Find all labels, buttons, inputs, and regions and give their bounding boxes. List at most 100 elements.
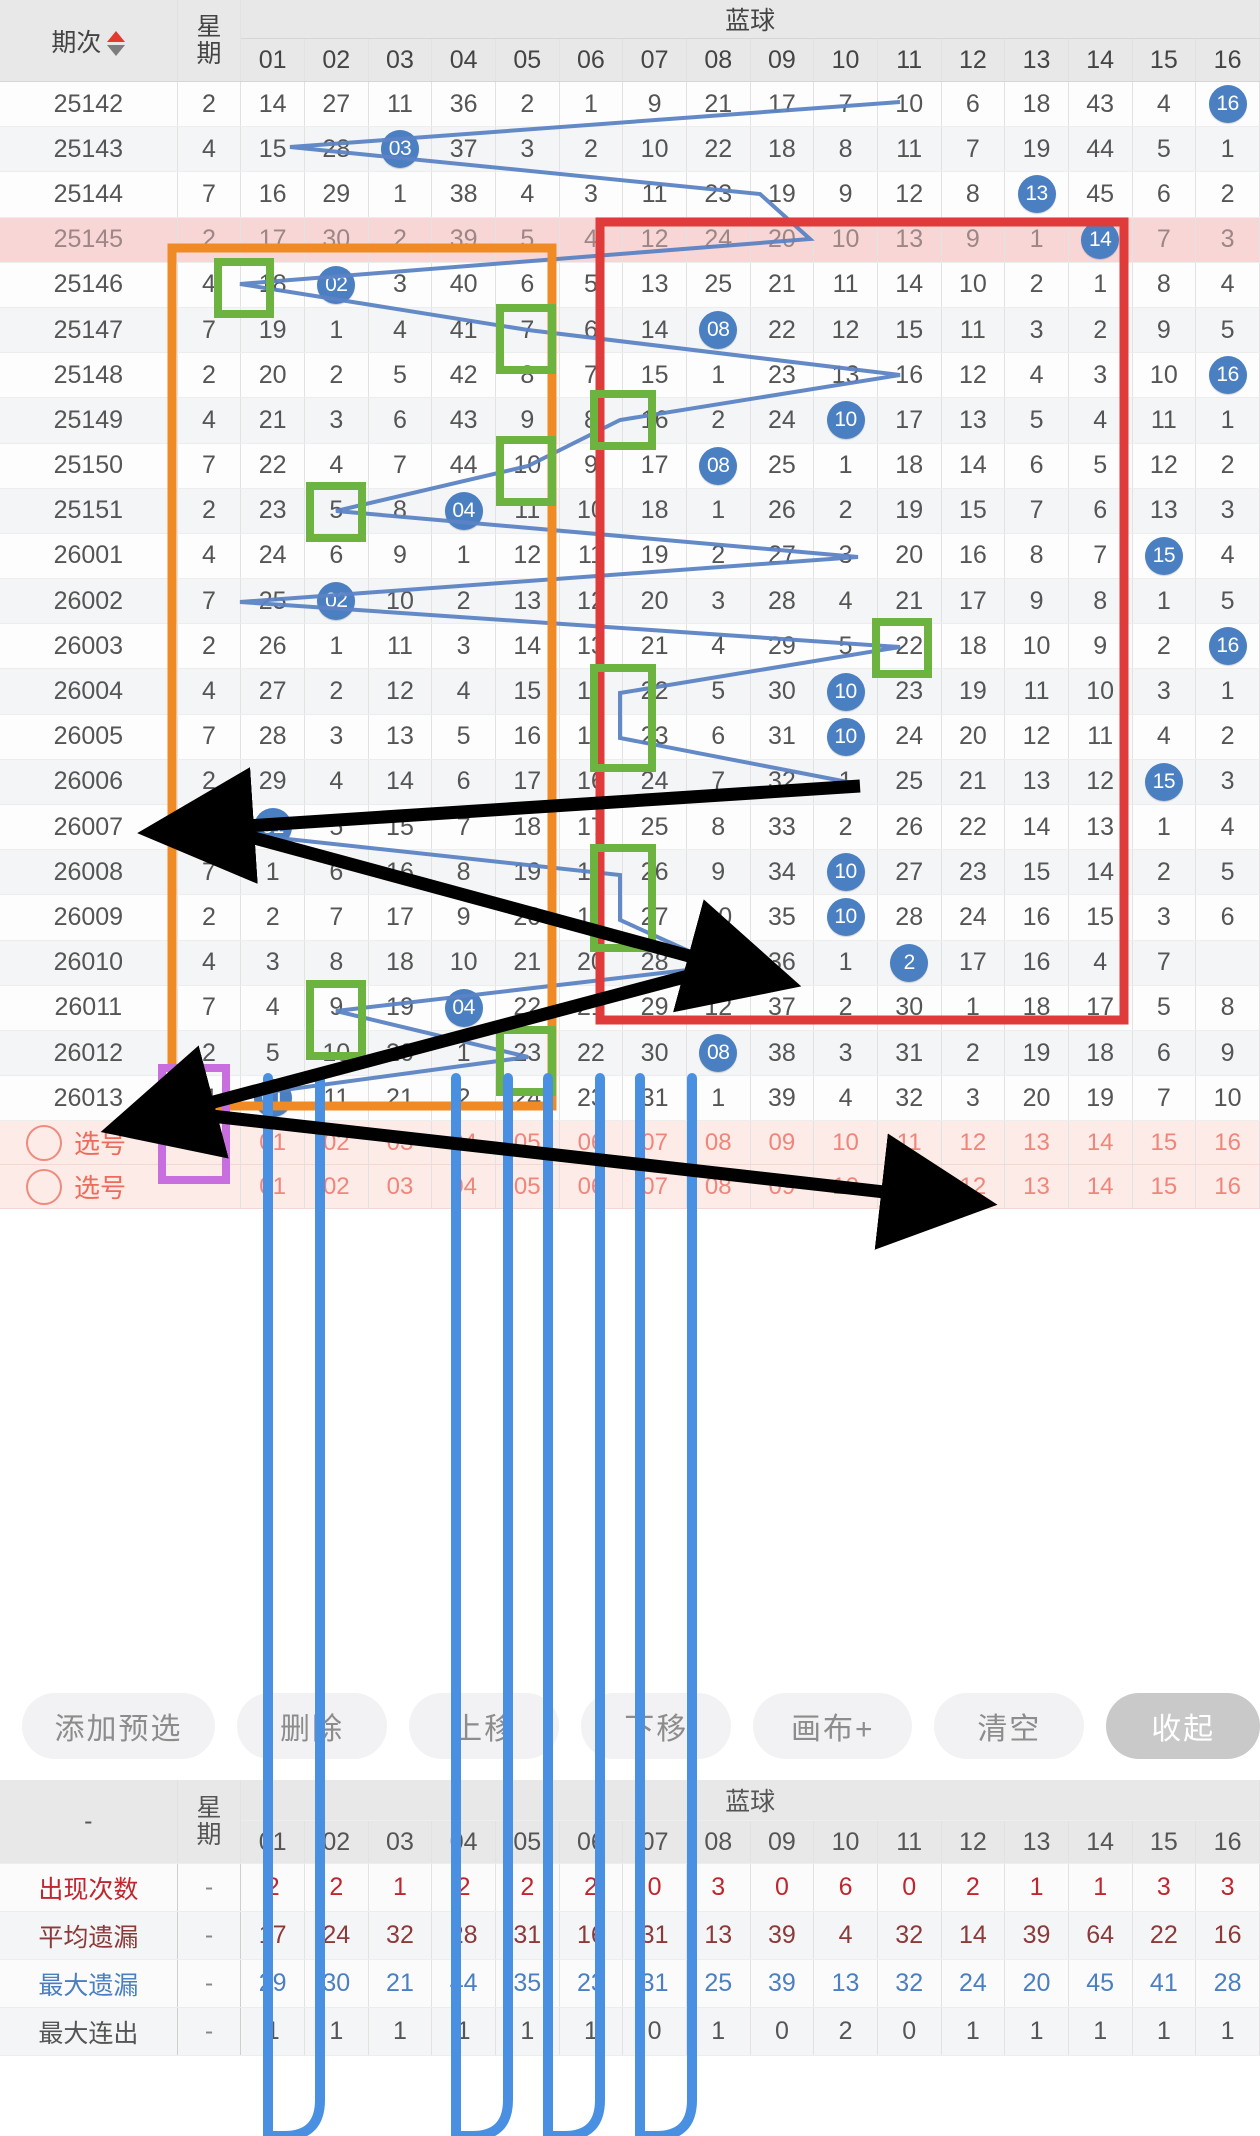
number-cell[interactable]: 13 bbox=[1132, 488, 1197, 534]
number-cell[interactable]: 3 bbox=[1195, 217, 1260, 263]
drawn-number-ball[interactable]: 16 bbox=[1208, 627, 1247, 666]
number-cell[interactable]: 29 bbox=[622, 985, 687, 1031]
number-cell[interactable]: 3 bbox=[368, 262, 433, 308]
number-cell[interactable]: 9 bbox=[686, 849, 751, 896]
number-cell[interactable]: 3 bbox=[813, 533, 878, 580]
table-row[interactable]: 26011 7 4 9 19 04 22 21 29 12 37 2 30 1 18 17 5 8 bbox=[0, 985, 1260, 1031]
number-cell[interactable]: 1 bbox=[1195, 397, 1260, 444]
issue-cell[interactable]: 25150 bbox=[0, 443, 178, 489]
drawn-number-ball[interactable]: 10 bbox=[826, 853, 865, 892]
number-cell[interactable]: 15 bbox=[495, 668, 560, 715]
pick-number-cell[interactable]: 15 bbox=[1132, 1120, 1197, 1166]
number-cell[interactable]: 18 bbox=[495, 804, 560, 851]
pick-row-label-cell[interactable]: 选号 bbox=[0, 1164, 242, 1210]
number-cell[interactable]: 8 bbox=[1004, 533, 1069, 580]
column-header-12[interactable]: 12 bbox=[941, 38, 1006, 82]
number-cell-ball[interactable]: 14 bbox=[1068, 217, 1133, 263]
table-row[interactable]: 25150 7 22 4 7 44 10 9 17 08 25 1 18 14 6 5 12 2 bbox=[0, 443, 1260, 489]
number-cell[interactable]: 13 bbox=[559, 623, 624, 670]
number-cell[interactable]: 16 bbox=[368, 849, 433, 896]
number-cell[interactable]: 25 bbox=[622, 804, 687, 851]
number-cell[interactable]: 5 bbox=[495, 217, 560, 263]
number-cell[interactable]: 21 bbox=[686, 81, 751, 128]
number-cell[interactable]: 18 bbox=[1004, 81, 1069, 128]
number-cell[interactable]: 1 bbox=[941, 985, 1006, 1031]
number-cell[interactable]: 3 bbox=[941, 1075, 1006, 1122]
number-cell[interactable]: 2 bbox=[1195, 443, 1260, 489]
number-cell-ball[interactable]: 04 bbox=[431, 488, 496, 534]
pick-number-cell[interactable]: 09 bbox=[750, 1164, 815, 1210]
column-header-13[interactable]: 13 bbox=[1004, 38, 1069, 82]
number-cell[interactable]: 2 bbox=[1195, 171, 1260, 218]
pick-number-cell[interactable]: 10 bbox=[813, 1120, 878, 1166]
number-cell[interactable]: 42 bbox=[431, 352, 496, 399]
number-cell[interactable]: 16 bbox=[877, 352, 942, 399]
number-cell[interactable]: 8 bbox=[813, 126, 878, 173]
number-cell-ball[interactable]: 01 bbox=[240, 1075, 305, 1122]
stats-column-header-11[interactable]: 11 bbox=[877, 1820, 942, 1864]
number-cell[interactable]: 30 bbox=[304, 217, 369, 263]
table-row[interactable]: 25151 2 23 5 8 04 11 10 18 1 26 2 19 15 7 6 13 3 bbox=[0, 488, 1260, 534]
number-cell[interactable]: 23 bbox=[750, 352, 815, 399]
number-cell[interactable]: 3 bbox=[1132, 668, 1197, 715]
number-cell[interactable]: 1 bbox=[686, 1075, 751, 1122]
issue-cell[interactable]: 25145 bbox=[0, 217, 178, 263]
number-cell[interactable]: 3 bbox=[1195, 759, 1260, 806]
number-cell[interactable]: 12 bbox=[1132, 443, 1197, 489]
number-cell[interactable]: 3 bbox=[1132, 894, 1197, 941]
number-cell[interactable]: 1 bbox=[686, 488, 751, 534]
number-cell[interactable]: 4 bbox=[495, 171, 560, 218]
number-cell[interactable]: 7 bbox=[686, 759, 751, 806]
number-cell[interactable]: 17 bbox=[877, 397, 942, 444]
stats-column-header-15[interactable]: 15 bbox=[1132, 1820, 1197, 1864]
pick-number-cell[interactable]: 12 bbox=[941, 1164, 1006, 1210]
issue-cell[interactable]: 26009 bbox=[0, 894, 178, 941]
number-cell[interactable]: 10 bbox=[559, 488, 624, 534]
number-cell[interactable]: 7 bbox=[941, 126, 1006, 173]
number-cell-ball[interactable]: 08 bbox=[686, 1030, 751, 1077]
issue-cell[interactable]: 26004 bbox=[0, 668, 178, 715]
issue-cell[interactable]: 26008 bbox=[0, 849, 178, 896]
number-cell[interactable]: 19 bbox=[877, 488, 942, 534]
number-cell[interactable]: 10 bbox=[368, 578, 433, 625]
number-cell[interactable]: 17 bbox=[495, 759, 560, 806]
toolbar-button-6[interactable]: 收起 bbox=[1106, 1693, 1260, 1759]
number-cell[interactable]: 1 bbox=[813, 759, 878, 806]
number-cell[interactable]: 7 bbox=[368, 443, 433, 489]
number-cell[interactable]: 12 bbox=[686, 985, 751, 1031]
table-row[interactable]: 25148 2 20 2 5 42 8 7 15 1 23 13 16 12 4 3 10 16 bbox=[0, 352, 1260, 399]
number-cell[interactable]: 12 bbox=[877, 171, 942, 218]
stats-column-header-09[interactable]: 09 bbox=[750, 1820, 815, 1864]
number-cell[interactable]: 7 bbox=[1132, 1075, 1197, 1122]
number-cell[interactable]: 19 bbox=[368, 985, 433, 1031]
stats-column-header-13[interactable]: 13 bbox=[1004, 1820, 1069, 1864]
number-cell[interactable]: 26 bbox=[240, 623, 305, 670]
toolbar-button-3[interactable]: 下移 bbox=[581, 1693, 732, 1759]
number-cell[interactable]: 26 bbox=[750, 488, 815, 534]
number-cell[interactable]: 5 bbox=[1195, 307, 1260, 354]
number-cell[interactable]: 11 bbox=[1068, 714, 1133, 760]
drawn-number-ball[interactable]: 16 bbox=[1208, 85, 1247, 124]
number-cell[interactable]: 9 bbox=[1068, 623, 1133, 670]
stats-column-header-06[interactable]: 06 bbox=[559, 1820, 624, 1864]
pick-number-cell[interactable]: 09 bbox=[750, 1120, 815, 1166]
number-cell[interactable]: 16 bbox=[240, 171, 305, 218]
number-cell[interactable]: 10 bbox=[686, 894, 751, 941]
number-cell[interactable]: 32 bbox=[750, 759, 815, 806]
number-cell[interactable]: 10 bbox=[877, 81, 942, 128]
pick-number-cell[interactable]: 14 bbox=[1068, 1120, 1133, 1166]
number-cell[interactable]: 3 bbox=[1195, 488, 1260, 534]
number-cell[interactable]: 14 bbox=[559, 668, 624, 715]
number-cell[interactable]: 4 bbox=[559, 217, 624, 263]
column-header-14[interactable]: 14 bbox=[1068, 38, 1133, 82]
number-cell[interactable]: 9 bbox=[1004, 578, 1069, 625]
number-cell[interactable]: 14 bbox=[941, 443, 1006, 489]
number-cell[interactable]: 22 bbox=[622, 668, 687, 715]
drawn-number-ball[interactable]: 13 bbox=[1017, 175, 1056, 214]
stats-column-header-14[interactable]: 14 bbox=[1068, 1820, 1133, 1864]
number-cell[interactable]: 29 bbox=[304, 171, 369, 218]
number-cell[interactable]: 2 bbox=[1132, 623, 1197, 670]
number-cell[interactable]: 5 bbox=[1004, 397, 1069, 444]
pick-number-cell[interactable]: 01 bbox=[240, 1120, 305, 1166]
pick-number-cell[interactable]: 03 bbox=[368, 1120, 433, 1166]
